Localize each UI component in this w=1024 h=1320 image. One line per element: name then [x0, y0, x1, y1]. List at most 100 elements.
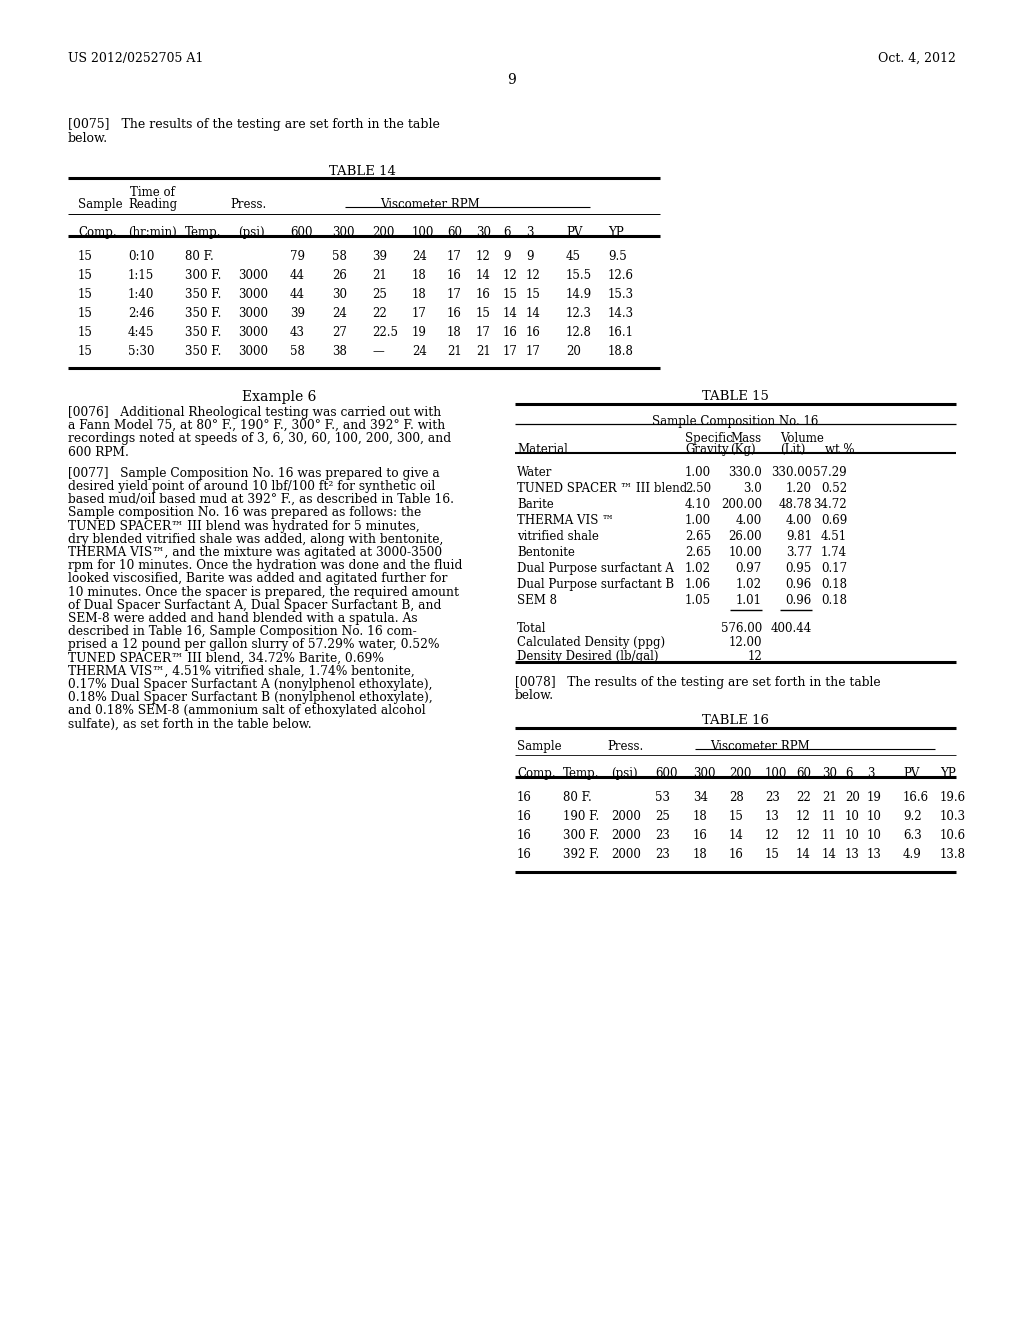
Text: 14.9: 14.9: [566, 288, 592, 301]
Text: TABLE 15: TABLE 15: [702, 389, 769, 403]
Text: Sample: Sample: [78, 198, 123, 211]
Text: Dual Purpose surfactant A: Dual Purpose surfactant A: [517, 562, 674, 576]
Text: 3000: 3000: [238, 345, 268, 358]
Text: 20: 20: [845, 791, 860, 804]
Text: 21: 21: [372, 269, 387, 282]
Text: 4.00: 4.00: [736, 513, 762, 527]
Text: based mud/oil based mud at 392° F., as described in Table 16.: based mud/oil based mud at 392° F., as d…: [68, 494, 454, 506]
Text: 79: 79: [290, 249, 305, 263]
Text: 0.17: 0.17: [821, 562, 847, 576]
Text: recordings noted at speeds of 3, 6, 30, 60, 100, 200, 300, and: recordings noted at speeds of 3, 6, 30, …: [68, 433, 452, 445]
Text: 25: 25: [655, 810, 670, 822]
Text: 392 F.: 392 F.: [563, 847, 599, 861]
Text: 3000: 3000: [238, 269, 268, 282]
Text: 3.77: 3.77: [785, 546, 812, 558]
Text: 12: 12: [526, 269, 541, 282]
Text: 100: 100: [765, 767, 787, 780]
Text: 48.78: 48.78: [778, 498, 812, 511]
Text: 2.50: 2.50: [685, 482, 711, 495]
Text: 16: 16: [447, 308, 462, 319]
Text: THERMA VIS™, 4.51% vitrified shale, 1.74% bentonite,: THERMA VIS™, 4.51% vitrified shale, 1.74…: [68, 665, 415, 677]
Text: 58: 58: [290, 345, 305, 358]
Text: 190 F.: 190 F.: [563, 810, 599, 822]
Text: 80 F.: 80 F.: [185, 249, 214, 263]
Text: 30: 30: [476, 226, 490, 239]
Text: 18: 18: [447, 326, 462, 339]
Text: 1.00: 1.00: [685, 513, 711, 527]
Text: 60: 60: [447, 226, 462, 239]
Text: sulfate), as set forth in the table below.: sulfate), as set forth in the table belo…: [68, 718, 311, 730]
Text: rpm for 10 minutes. Once the hydration was done and the fluid: rpm for 10 minutes. Once the hydration w…: [68, 560, 463, 572]
Text: 14: 14: [526, 308, 541, 319]
Text: Press.: Press.: [607, 741, 643, 752]
Text: 12: 12: [765, 829, 779, 842]
Text: 12: 12: [796, 810, 811, 822]
Text: 6.3: 6.3: [903, 829, 922, 842]
Text: YP: YP: [940, 767, 955, 780]
Text: 300: 300: [332, 226, 354, 239]
Text: THERMA VIS™, and the mixture was agitated at 3000-3500: THERMA VIS™, and the mixture was agitate…: [68, 546, 442, 558]
Text: 80 F.: 80 F.: [563, 791, 592, 804]
Text: Reading: Reading: [128, 198, 177, 211]
Text: 9.2: 9.2: [903, 810, 922, 822]
Text: Material: Material: [517, 444, 568, 455]
Text: 576.00: 576.00: [721, 622, 762, 635]
Text: 3: 3: [526, 226, 534, 239]
Text: below.: below.: [515, 689, 554, 702]
Text: Specific: Specific: [685, 432, 733, 445]
Text: 15: 15: [78, 288, 93, 301]
Text: 16: 16: [517, 847, 531, 861]
Text: 9: 9: [526, 249, 534, 263]
Text: 19: 19: [412, 326, 427, 339]
Text: Volume: Volume: [780, 432, 824, 445]
Text: Press.: Press.: [230, 198, 266, 211]
Text: Barite: Barite: [517, 498, 554, 511]
Text: PV: PV: [566, 226, 583, 239]
Text: 4.00: 4.00: [785, 513, 812, 527]
Text: 1.00: 1.00: [685, 466, 711, 479]
Text: 17: 17: [447, 288, 462, 301]
Text: 1.06: 1.06: [685, 578, 711, 591]
Text: (Lit): (Lit): [780, 444, 805, 455]
Text: (psi): (psi): [611, 767, 638, 780]
Text: 9.81: 9.81: [786, 531, 812, 543]
Text: below.: below.: [68, 132, 109, 145]
Text: 1.05: 1.05: [685, 594, 711, 607]
Text: 44: 44: [290, 269, 305, 282]
Text: 16.6: 16.6: [903, 791, 929, 804]
Text: 14: 14: [503, 308, 518, 319]
Text: 350 F.: 350 F.: [185, 288, 221, 301]
Text: 0.52: 0.52: [821, 482, 847, 495]
Text: Comp.: Comp.: [517, 767, 556, 780]
Text: 16: 16: [517, 810, 531, 822]
Text: 2:46: 2:46: [128, 308, 155, 319]
Text: 1.02: 1.02: [736, 578, 762, 591]
Text: 1.74: 1.74: [821, 546, 847, 558]
Text: 11: 11: [822, 810, 837, 822]
Text: 34.72: 34.72: [813, 498, 847, 511]
Text: 15.5: 15.5: [566, 269, 592, 282]
Text: 16: 16: [729, 847, 743, 861]
Text: 27: 27: [332, 326, 347, 339]
Text: 1.20: 1.20: [786, 482, 812, 495]
Text: 30: 30: [332, 288, 347, 301]
Text: 20: 20: [566, 345, 581, 358]
Text: 0.96: 0.96: [785, 578, 812, 591]
Text: 6: 6: [845, 767, 853, 780]
Text: Density Desired (lb/gal): Density Desired (lb/gal): [517, 649, 658, 663]
Text: 2000: 2000: [611, 847, 641, 861]
Text: 12.3: 12.3: [566, 308, 592, 319]
Text: a Fann Model 75, at 80° F., 190° F., 300° F., and 392° F. with: a Fann Model 75, at 80° F., 190° F., 300…: [68, 420, 445, 432]
Text: 57.29: 57.29: [813, 466, 847, 479]
Text: Sample: Sample: [517, 741, 561, 752]
Text: 330.00: 330.00: [771, 466, 812, 479]
Text: 9.5: 9.5: [608, 249, 627, 263]
Text: Calculated Density (ppg): Calculated Density (ppg): [517, 636, 666, 649]
Text: 45: 45: [566, 249, 581, 263]
Text: 34: 34: [693, 791, 708, 804]
Text: 39: 39: [372, 249, 387, 263]
Text: [0077]   Sample Composition No. 16 was prepared to give a: [0077] Sample Composition No. 16 was pre…: [68, 467, 439, 479]
Text: 200: 200: [372, 226, 394, 239]
Text: prised a 12 pound per gallon slurry of 57.29% water, 0.52%: prised a 12 pound per gallon slurry of 5…: [68, 639, 439, 651]
Text: 15: 15: [503, 288, 518, 301]
